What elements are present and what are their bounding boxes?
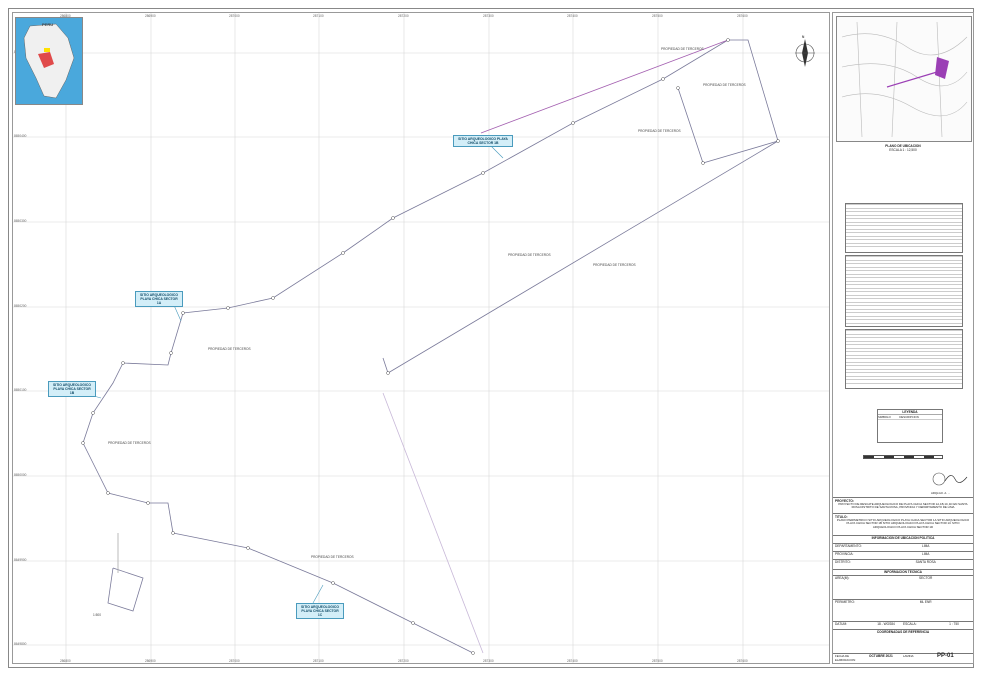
sheet-label: LAMINA: [903, 654, 915, 658]
grid-tick-left: 8650400 [14, 134, 27, 138]
north-arrow-icon [795, 39, 815, 67]
grid-tick-top: 287100 [313, 14, 324, 18]
coordinates-table-3 [845, 329, 963, 389]
department-row: DEPARTAMENTO: LIMA [833, 543, 973, 548]
area-value: SECTOR [919, 576, 933, 580]
map-view: 286800 286900 287000 287100 287200 28730… [12, 12, 830, 664]
project-block: PROYECTO: PROYECTO DE RESCATE ARQUEOLOGI… [833, 497, 973, 511]
perimeter-value: ML ENR [919, 600, 932, 604]
callout-sector-1c: SITIO ARQUEOLOGICO PLAYA CHICA SECTOR 1C [296, 603, 344, 619]
north-label: N [802, 35, 805, 39]
political-header: INFORMACION DE UBICACION POLITICA [833, 535, 973, 540]
title-label: TITULO: [835, 515, 848, 519]
department-label: DEPARTAMENTO: [835, 544, 862, 548]
property-label: PROPIEDAD DE TERCEROS [661, 47, 704, 51]
datum-label: DATUM: [835, 622, 847, 626]
peru-inset-map: PERU [15, 17, 83, 105]
grid-tick-bottom: 287300 [483, 659, 494, 663]
datum-row: DATUM: 18 - WGS84 ESCALA: 1 : 750 [833, 621, 973, 626]
property-label: PROPIEDAD DE TERCEROS [508, 253, 551, 257]
perimeter-label: PERIMETRO: [835, 600, 855, 604]
location-map-title: PLANO DE UBICACION [885, 144, 921, 148]
grid-tick-bottom: 287400 [567, 659, 578, 663]
district-label: DISTRITO: [835, 560, 851, 564]
coordinates-table-2 [845, 255, 963, 327]
province-row: PROVINCIA: LIMA [833, 551, 973, 556]
legend-col-description: DESCRIPCION [899, 415, 919, 419]
detail-scale-label: 1:500 [93, 613, 101, 617]
province-label: PROVINCIA: [835, 552, 854, 556]
tech-header: INFORMACION TECNICA [833, 569, 973, 574]
grid-tick-top: 286800 [60, 14, 71, 18]
signature-caption: ARQLGO. A. ... [931, 491, 951, 495]
datum-value: 18 - WGS84 [877, 622, 895, 626]
district-row: DISTRITO: SANTA ROSA [833, 559, 973, 564]
location-map [836, 16, 972, 142]
title-text: PLANO PERIMETRICO SITIO ARQUEOLOGICO PLA… [836, 518, 970, 529]
grid-tick-left: 8650000 [14, 473, 27, 477]
property-label: PROPIEDAD DE TERCEROS [311, 555, 354, 559]
callout-sector-1a: SITIO ARQUEOLOGICO PLAYA CHICA SECTOR 1A [135, 291, 183, 307]
coords-header: COORDENADAS DE REFERENCIA [833, 629, 973, 634]
grid-tick-top: 287500 [652, 14, 663, 18]
province-value: LIMA [921, 552, 930, 556]
grid-tick-top: 287400 [567, 14, 578, 18]
sheet-number: PP-01 [937, 653, 954, 659]
grid-tick-left: 8650100 [14, 388, 27, 392]
grid-tick-left: 8650300 [14, 219, 27, 223]
district-value: SANTA ROSA [915, 560, 936, 564]
legend-col-symbol: SIMBOLO [878, 415, 891, 419]
location-map-scale: ESCALA 1 : 12,500 [889, 148, 917, 152]
project-label: PROYECTO: [835, 499, 854, 503]
sheet-footer: FECHA DE ELABORACION: OCTUBRE 2021 LAMIN… [833, 653, 973, 662]
grid-tick-bottom: 286800 [60, 659, 71, 663]
scale-value: 1 : 750 [949, 622, 959, 626]
grid-tick-bottom: 286900 [145, 659, 156, 663]
grid-tick-bottom: 287200 [398, 659, 409, 663]
peru-outline-icon [16, 18, 82, 104]
property-label: PROPIEDAD DE TERCEROS [208, 347, 251, 351]
vertex-markers [81, 38, 780, 655]
callout-sector-1b-top: SITIO ARQUEOLOGICO PLAYA CHICA SECTOR 1B [453, 135, 513, 147]
coordinate-grid [13, 13, 829, 663]
department-value: LIMA [921, 544, 930, 548]
property-label: PROPIEDAD DE TERCEROS [703, 83, 746, 87]
grid-tick-bottom: 287600 [737, 659, 748, 663]
legend-title: LEYENDA [878, 410, 942, 415]
perimeter-row: PERIMETRO: ML ENR [833, 599, 973, 619]
area-label: AREA(M): [835, 576, 850, 580]
property-label: PROPIEDAD DE TERCEROS [108, 441, 151, 445]
area-row: AREA(M): SECTOR [833, 575, 973, 597]
property-label: PROPIEDAD DE TERCEROS [638, 129, 681, 133]
title-block-panel: PLANO DE UBICACION ESCALA 1 : 12,500 LEY… [832, 12, 974, 664]
grid-tick-top: 287000 [229, 14, 240, 18]
grid-tick-top: 287300 [483, 14, 494, 18]
property-label: PROPIEDAD DE TERCEROS [593, 263, 636, 267]
grid-tick-left: 8649900 [14, 558, 27, 562]
legend-box: LEYENDA SIMBOLO DESCRIPCION [877, 409, 943, 443]
map-drawing [13, 13, 829, 663]
sheet-date-label: FECHA DE ELABORACION: [835, 654, 856, 662]
grid-tick-top: 286900 [145, 14, 156, 18]
callout-leaders [82, 145, 504, 604]
grid-tick-bottom: 287500 [652, 659, 663, 663]
coordinates-table-1 [845, 203, 963, 253]
location-map-drawing [841, 21, 968, 138]
callout-sector-1b: SITIO ARQUEOLOGICO PLAYA CHICA SECTOR 1B [48, 381, 96, 397]
project-text: PROYECTO DE RESCATE ARQUEOLOGICO DE PLAY… [838, 502, 968, 510]
scale-label: ESCALA: [903, 622, 917, 626]
grid-tick-bottom: 287000 [229, 659, 240, 663]
inset-country-label: PERU [42, 22, 54, 27]
grid-tick-left: 8650200 [14, 304, 27, 308]
graphic-scale-bar [863, 455, 943, 459]
grid-tick-bottom: 287100 [313, 659, 324, 663]
grid-tick-top: 287200 [398, 14, 409, 18]
signature-seal-icon [932, 472, 968, 486]
grid-tick-left: 8649800 [14, 642, 27, 646]
sheet-date: OCTUBRE 2021 [869, 654, 893, 658]
title-block: TITULO: PLANO PERIMETRICO SITIO ARQUEOLO… [833, 513, 973, 530]
grid-tick-top: 287600 [737, 14, 748, 18]
